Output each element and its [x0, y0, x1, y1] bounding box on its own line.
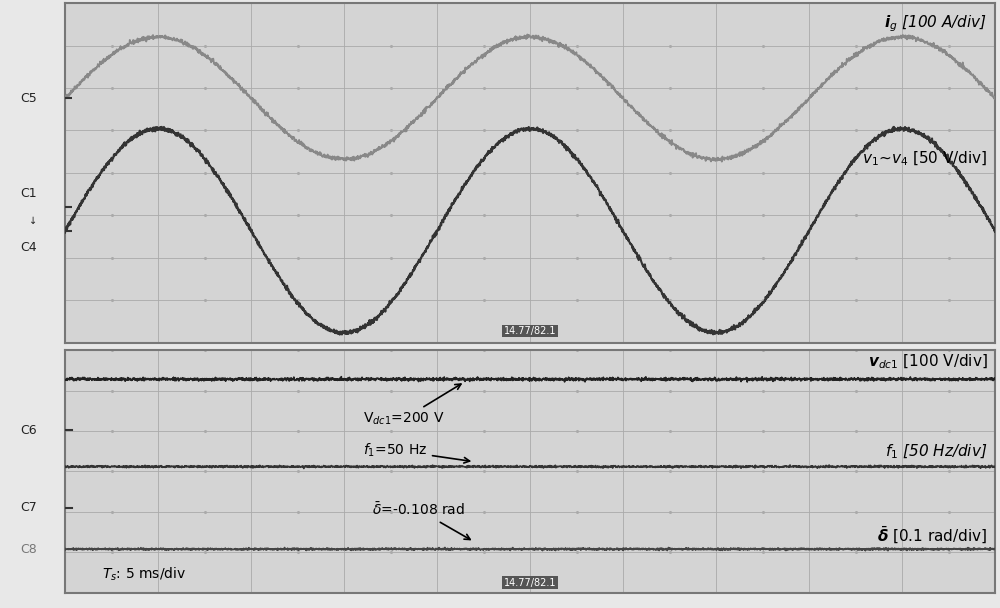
- Text: $T_s$: 5 ms/div: $T_s$: 5 ms/div: [102, 565, 186, 583]
- Text: C5: C5: [20, 92, 37, 105]
- Text: $\boldsymbol{i}_{g}$ [100 A/div]: $\boldsymbol{i}_{g}$ [100 A/div]: [884, 13, 988, 34]
- Text: 14.77/82.1: 14.77/82.1: [504, 578, 556, 588]
- Text: $\boldsymbol{v}_{dc1}$ [100 V/div]: $\boldsymbol{v}_{dc1}$ [100 V/div]: [868, 353, 988, 371]
- Text: C6: C6: [20, 424, 37, 437]
- Text: $f_1$=50 Hz: $f_1$=50 Hz: [363, 441, 470, 463]
- Text: C1: C1: [20, 187, 37, 200]
- Text: 14.77/82.1: 14.77/82.1: [504, 326, 556, 336]
- Text: C7: C7: [20, 502, 37, 514]
- Text: ↓: ↓: [29, 215, 37, 226]
- Text: C4: C4: [20, 241, 37, 254]
- Text: V$_{dc1}$=200 V: V$_{dc1}$=200 V: [363, 384, 461, 427]
- Text: $\bar{\boldsymbol{\delta}}$ [0.1 rad/div]: $\bar{\boldsymbol{\delta}}$ [0.1 rad/div…: [877, 525, 988, 545]
- Text: $\bar{\delta}$=-0.108 rad: $\bar{\delta}$=-0.108 rad: [372, 502, 470, 539]
- Text: $\boldsymbol{f_1}$ [50 Hz/div]: $\boldsymbol{f_1}$ [50 Hz/div]: [885, 443, 988, 461]
- Text: C8: C8: [20, 542, 37, 556]
- Text: $\boldsymbol{v_1}$~$\boldsymbol{v_4}$ [50 V/div]: $\boldsymbol{v_1}$~$\boldsymbol{v_4}$ [5…: [862, 149, 988, 168]
